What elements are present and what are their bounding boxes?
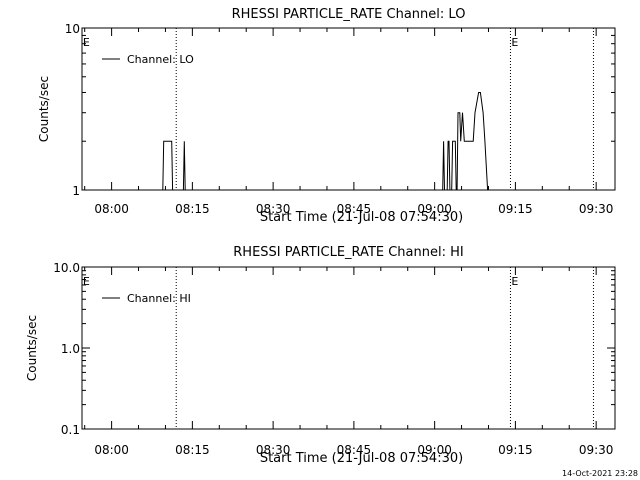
x-tick-label: 09:15	[498, 202, 533, 216]
chart-title: RHESSI PARTICLE_RATE Channel: LO	[232, 7, 466, 22]
x-tick-label: 09:15	[498, 443, 533, 457]
y-tick-label: 10.0	[53, 261, 80, 275]
annotation-label: E	[83, 275, 90, 288]
y-tick-label: 0.1	[61, 423, 80, 437]
x-tick-label: 08:45	[337, 202, 372, 216]
y-axis-label: Counts/sec	[37, 76, 51, 142]
x-tick-label: 08:15	[175, 202, 210, 216]
chart-title: RHESSI PARTICLE_RATE Channel: HI	[233, 245, 463, 260]
x-tick-label: 08:45	[337, 443, 372, 457]
x-tick-label: 09:00	[417, 443, 452, 457]
legend-label: Channel: HI	[127, 292, 191, 305]
x-tick-label: 09:00	[417, 202, 452, 216]
x-tick-label: 08:00	[94, 202, 129, 216]
annotation-label: E	[83, 36, 90, 49]
x-axis-label: Start Time (21-Jul-08 07:54:30)	[260, 451, 463, 466]
x-tick-label: 08:00	[94, 443, 129, 457]
footer-timestamp: 14-Oct-2021 23:28	[562, 469, 638, 478]
hi-channel-plot: RHESSI PARTICLE_RATE Channel: HI Counts/s…	[25, 245, 616, 466]
y-tick-label: 10	[65, 22, 80, 36]
x-tick-label: 08:30	[256, 202, 291, 216]
annotation-label: E	[511, 36, 518, 49]
x-tick-label: 08:15	[175, 443, 210, 457]
x-axis-label: Start Time (21-Jul-08 07:54:30)	[260, 210, 463, 225]
y-tick-label: 1.0	[61, 342, 80, 356]
lo-channel-plot: RHESSI PARTICLE_RATE Channel: LO Counts/s…	[37, 7, 616, 225]
legend-label: Channel: LO	[127, 53, 194, 66]
x-tick-label: 09:30	[579, 202, 614, 216]
y-axis-label: Counts/sec	[25, 315, 39, 381]
x-tick-label: 08:30	[256, 443, 291, 457]
series-line	[162, 92, 489, 191]
x-tick-label: 09:30	[579, 443, 614, 457]
y-tick-label: 1	[72, 184, 80, 198]
annotation-label: E	[511, 275, 518, 288]
